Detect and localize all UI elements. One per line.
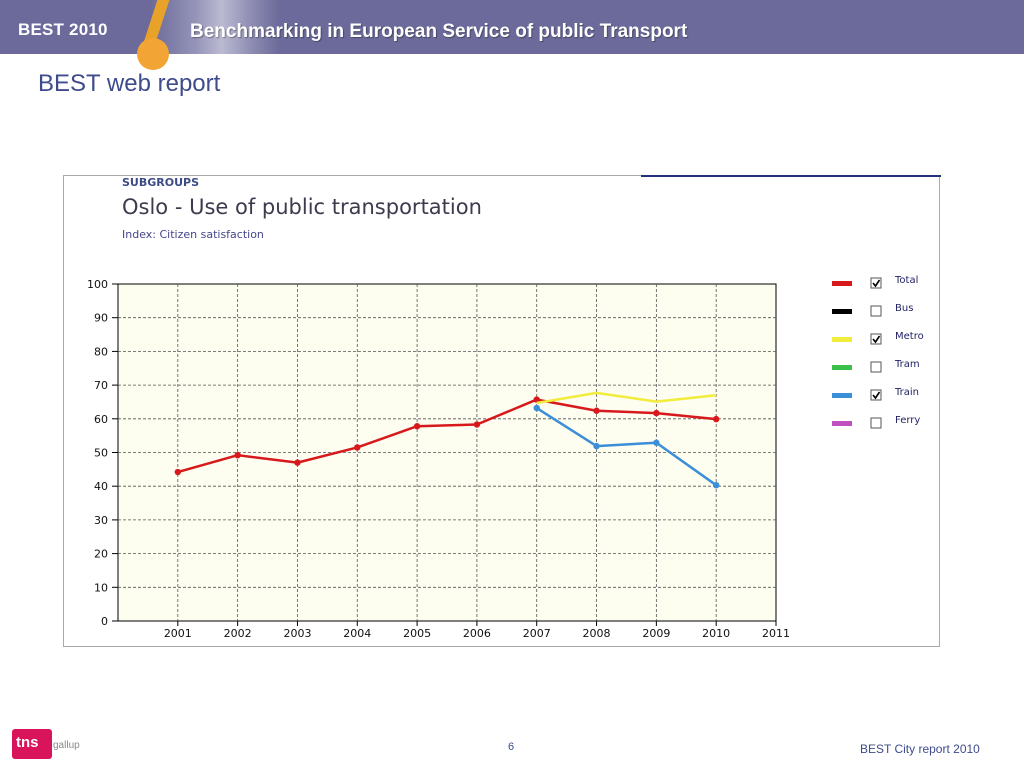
legend-checkbox-tram[interactable] xyxy=(870,361,882,373)
legend-swatch xyxy=(832,365,852,370)
subgroups-label: SUBGROUPS xyxy=(122,176,199,189)
series-line-metro xyxy=(536,391,717,405)
legend-checkbox-ferry[interactable] xyxy=(870,417,882,429)
y-tick-label: 10 xyxy=(94,581,108,594)
line-chart: SUBGROUPS Oslo - Use of public transport… xyxy=(87,176,924,640)
data-point-total xyxy=(593,407,600,414)
header-accent-dot xyxy=(137,38,169,70)
x-tick-label: 2007 xyxy=(523,627,551,640)
data-point-total xyxy=(413,423,421,430)
x-tick-label: 2006 xyxy=(463,627,491,640)
y-tick-label: 0 xyxy=(101,615,108,628)
chart-subtitle: Index: Citizen satisfaction xyxy=(122,228,264,241)
data-point-total xyxy=(712,415,720,423)
y-tick-label: 50 xyxy=(94,447,108,460)
tns-logo xyxy=(12,729,52,759)
checkmark-icon xyxy=(872,279,881,288)
y-tick-label: 80 xyxy=(94,345,108,358)
data-point-total xyxy=(234,451,241,459)
data-point-total xyxy=(174,468,182,476)
data-point-total xyxy=(533,396,540,403)
x-tick-label: 2010 xyxy=(702,627,730,640)
legend-item-bus[interactable]: Bus xyxy=(832,303,913,317)
card-top-accent-line xyxy=(641,175,941,177)
legend-label-ferry: Ferry xyxy=(895,415,920,426)
legend-item-metro[interactable]: Metro xyxy=(832,331,924,345)
y-tick-label: 40 xyxy=(94,480,108,493)
x-tick-label: 2008 xyxy=(583,627,611,640)
x-tick-label: 2005 xyxy=(403,627,431,640)
legend-checkbox-train[interactable] xyxy=(870,389,882,401)
legend-swatch xyxy=(832,421,852,426)
plot-area xyxy=(117,283,777,622)
legend-swatch xyxy=(832,393,852,398)
grid xyxy=(118,284,776,621)
data-point-total xyxy=(653,409,660,417)
y-tick-label: 70 xyxy=(94,379,108,392)
brand-title: BEST 2010 xyxy=(18,20,108,39)
legend-swatch xyxy=(832,281,852,286)
data-point-train xyxy=(593,442,600,450)
x-tick-label: 2011 xyxy=(762,627,790,640)
legend-checkbox-total[interactable] xyxy=(870,277,882,289)
page-number: 6 xyxy=(508,741,515,753)
y-tick-label: 100 xyxy=(87,278,108,291)
tns-logo-text: tns xyxy=(16,734,39,751)
x-tick-label: 2002 xyxy=(224,627,252,640)
legend-swatch xyxy=(832,309,852,314)
legend-label-bus: Bus xyxy=(895,303,913,314)
y-tick-label: 90 xyxy=(94,312,108,325)
page-heading: BEST web report xyxy=(38,70,221,97)
y-tick-label: 60 xyxy=(94,413,108,426)
legend-item-train[interactable]: Train xyxy=(832,387,919,401)
legend-item-total[interactable]: Total xyxy=(832,275,918,289)
y-tick-label: 30 xyxy=(94,514,108,527)
checkmark-icon xyxy=(872,335,881,344)
legend-checkbox-metro[interactable] xyxy=(870,333,882,345)
series-line-total xyxy=(177,398,717,474)
legend-label-train: Train xyxy=(894,387,919,398)
legend-label-tram: Tram xyxy=(894,359,920,370)
x-tick-label: 2009 xyxy=(642,627,670,640)
x-tick-label: 2003 xyxy=(283,627,311,640)
legend-item-ferry[interactable]: Ferry xyxy=(832,415,920,429)
gallup-logo-text: gallup xyxy=(53,740,80,751)
data-point-train xyxy=(712,481,720,489)
data-point-total xyxy=(473,421,481,428)
chart-card: SUBGROUPS Oslo - Use of public transport… xyxy=(63,175,941,647)
chart-title: Oslo - Use of public transportation xyxy=(122,195,482,219)
data-point-total xyxy=(354,444,361,451)
axes: 0 10 20 30 40 50 60 70 80 90 100 2001 2002 2003 2004 20… xyxy=(87,278,790,640)
legend-item-tram[interactable]: Tram xyxy=(832,359,920,373)
legend-label-total: Total xyxy=(894,275,918,286)
legend-swatch xyxy=(832,337,852,342)
x-tick-label: 2001 xyxy=(164,627,192,640)
legend-label-metro: Metro xyxy=(895,331,924,342)
footer-report-name: BEST City report 2010 xyxy=(860,742,980,756)
legend-checkbox-bus[interactable] xyxy=(870,305,882,317)
y-tick-label: 20 xyxy=(94,548,108,561)
x-tick-label: 2004 xyxy=(343,627,371,640)
series xyxy=(174,391,720,489)
header-photo-collage xyxy=(150,0,280,54)
checkmark-icon xyxy=(872,391,881,400)
data-point-total xyxy=(294,459,301,466)
legend: Total Bus Metro Tram Train Ferry xyxy=(832,275,924,429)
data-point-train xyxy=(653,439,660,446)
series-line-train xyxy=(536,406,717,487)
data-point-train xyxy=(533,404,540,412)
header-subtitle: Benchmarking in European Service of publ… xyxy=(190,21,688,42)
